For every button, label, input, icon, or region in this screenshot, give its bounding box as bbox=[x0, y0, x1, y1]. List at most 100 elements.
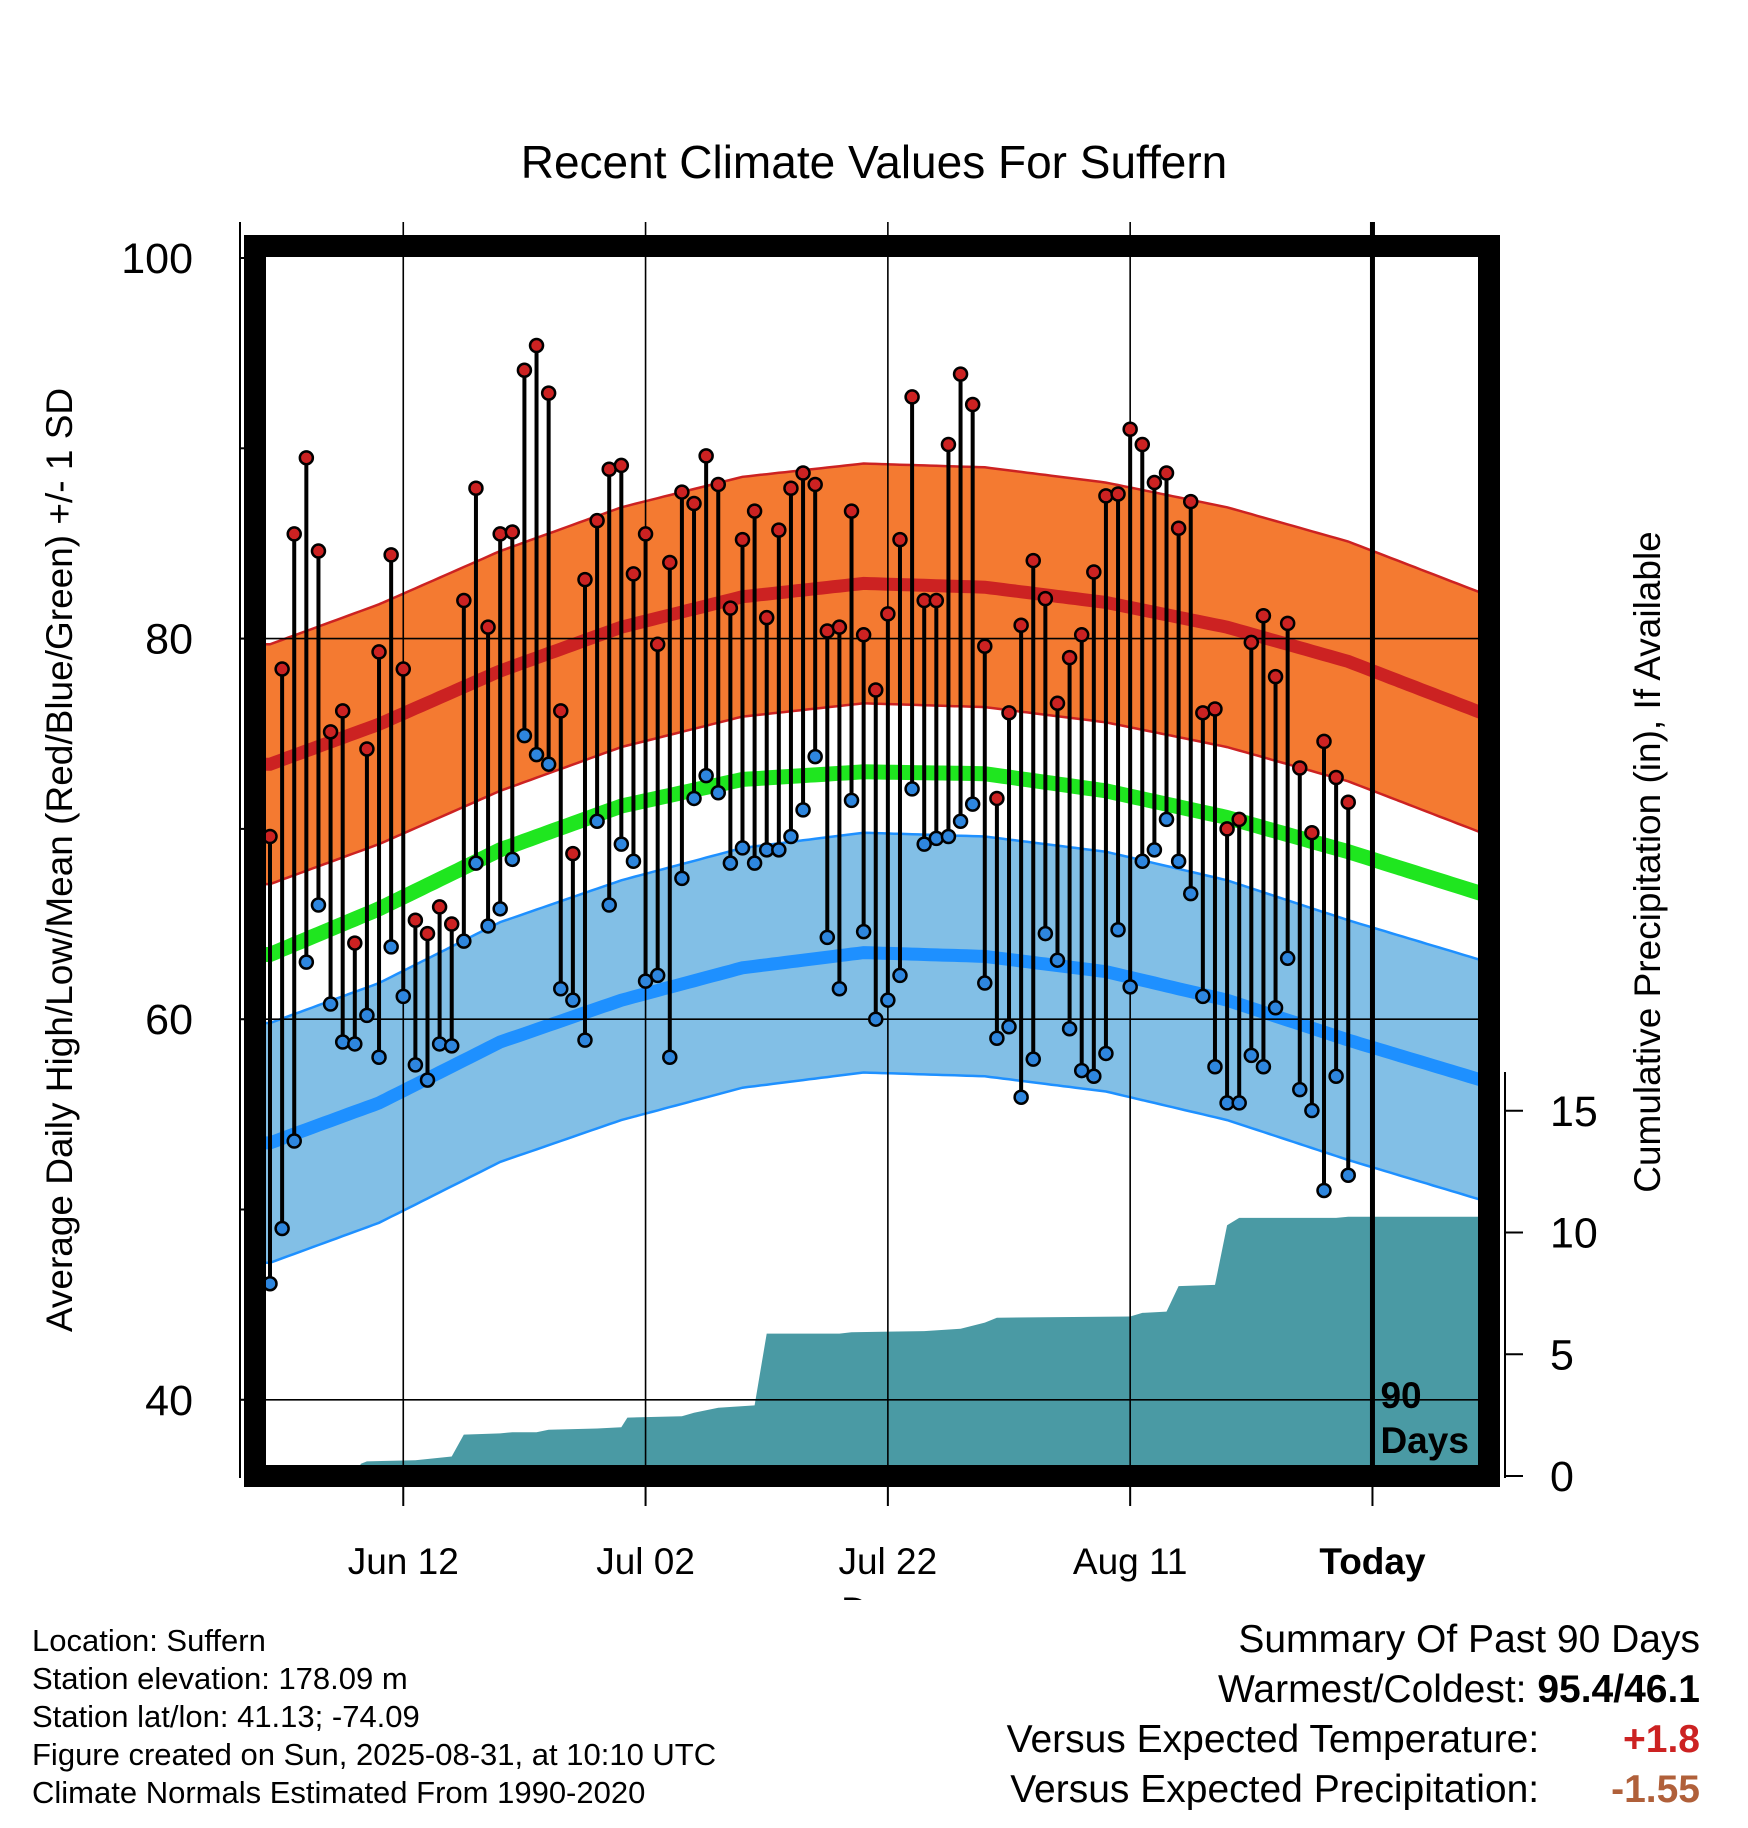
daily-low-point bbox=[989, 1030, 1005, 1046]
daily-high-point bbox=[407, 912, 424, 928]
right-axis-tick-label: 15 bbox=[1550, 1088, 1598, 1136]
daily-low-point bbox=[1158, 811, 1175, 828]
plot-border bbox=[244, 235, 1500, 1487]
precip-anomaly-value: -1.55 bbox=[1611, 1768, 1700, 1811]
daily-low-point bbox=[334, 1034, 351, 1050]
daily-low-point bbox=[916, 836, 932, 852]
daily-high-point bbox=[758, 609, 775, 626]
daily-low-point bbox=[516, 727, 533, 744]
daily-low-point bbox=[1110, 922, 1126, 938]
daily-high-point bbox=[1001, 705, 1017, 721]
daily-high-point bbox=[456, 592, 472, 609]
daily-low-point bbox=[795, 802, 811, 818]
daily-low-point bbox=[528, 746, 545, 763]
daily-high-point bbox=[1243, 634, 1260, 651]
right-axis-tick-label: 10 bbox=[1550, 1210, 1598, 1258]
daily-high-point bbox=[807, 476, 823, 493]
daily-low-point bbox=[577, 1032, 593, 1048]
summary-temp-row: Versus Expected Temperature: +1.8 bbox=[1007, 1715, 1700, 1765]
daily-high-point bbox=[662, 554, 678, 571]
daily-high-point bbox=[1219, 821, 1235, 837]
daily-low-point bbox=[1061, 1020, 1078, 1037]
daily-low-point bbox=[746, 855, 763, 871]
summary-heading: Summary Of Past 90 Days bbox=[1238, 1618, 1700, 1661]
daily-low-point bbox=[456, 933, 472, 949]
daily-low-point bbox=[649, 967, 666, 984]
left-axis-tick-label: 60 bbox=[145, 996, 193, 1044]
daily-high-point bbox=[1170, 520, 1187, 536]
daily-low-point bbox=[1025, 1051, 1041, 1067]
x-axis-tick-label: Jul 22 bbox=[838, 1541, 937, 1582]
daily-high-point bbox=[795, 465, 811, 481]
x-axis-tick-label: Aug 11 bbox=[1073, 1541, 1188, 1582]
daily-low-point bbox=[940, 828, 957, 845]
precipitation-area bbox=[263, 1216, 1487, 1476]
daily-low-point bbox=[698, 767, 714, 784]
daily-high-point bbox=[1098, 488, 1114, 504]
daily-high-point bbox=[1122, 421, 1138, 438]
daily-low-point bbox=[868, 1011, 884, 1027]
daily-high-point bbox=[880, 606, 896, 622]
daily-low-point bbox=[964, 796, 981, 812]
daily-high-point bbox=[347, 935, 363, 951]
daily-high-point bbox=[843, 503, 860, 519]
daily-low-point bbox=[1328, 1068, 1344, 1085]
daily-low-point bbox=[1134, 853, 1151, 870]
daily-high-point bbox=[310, 543, 327, 559]
daily-high-point bbox=[1182, 493, 1199, 510]
daily-high-point bbox=[480, 619, 496, 635]
daily-low-point bbox=[1037, 925, 1054, 942]
daily-low-point bbox=[686, 790, 702, 807]
daily-high-point bbox=[1231, 811, 1247, 828]
today-marker-days-number: 90 bbox=[1380, 1375, 1421, 1416]
daily-low-point bbox=[952, 813, 969, 830]
today-marker-days-label: Days bbox=[1380, 1420, 1468, 1461]
normals-note-text: Climate Normals Estimated From 1990-2020 bbox=[32, 1775, 646, 1810]
right-axis-tick-label: 5 bbox=[1550, 1331, 1574, 1379]
daily-low-point bbox=[1146, 842, 1163, 858]
daily-low-point bbox=[1170, 853, 1187, 870]
daily-low-point bbox=[1243, 1047, 1260, 1064]
daily-high-point bbox=[1340, 794, 1356, 811]
daily-high-point bbox=[952, 366, 969, 382]
daily-low-point bbox=[492, 901, 508, 917]
daily-high-point bbox=[322, 724, 339, 740]
climate-chart: Recent Climate Values For Suffern 90Days… bbox=[39, 136, 1668, 1600]
daily-low-point bbox=[819, 929, 836, 946]
summary-panel: Summary Of Past 90 Days Warmest/Coldest:… bbox=[1007, 1615, 1700, 1815]
created-text: Figure created on Sun, 2025-08-31, at 10… bbox=[32, 1737, 717, 1772]
latlon-text: Station lat/lon: 41.13; -74.09 bbox=[32, 1699, 420, 1734]
precip-anomaly-label: Versus Expected Precipitation: bbox=[1010, 1768, 1540, 1811]
daily-low-point bbox=[601, 897, 617, 913]
daily-low-point bbox=[1292, 1081, 1308, 1098]
daily-low-point bbox=[383, 939, 399, 955]
daily-points bbox=[262, 337, 1356, 1292]
daily-low-point bbox=[734, 840, 751, 856]
daily-high-point bbox=[868, 682, 884, 698]
daily-high-point bbox=[286, 526, 302, 542]
daily-high-point bbox=[1025, 552, 1041, 569]
x-axis-tick-label: Jul 02 bbox=[596, 1541, 695, 1582]
daily-high-point bbox=[1316, 733, 1332, 750]
daily-high-point bbox=[1255, 608, 1272, 624]
daily-high-point bbox=[613, 457, 630, 474]
daily-high-point bbox=[746, 503, 763, 519]
daily-low-point bbox=[1207, 1059, 1223, 1075]
chart-title: Recent Climate Values For Suffern bbox=[521, 136, 1228, 188]
daily-low-point bbox=[504, 851, 521, 868]
daily-low-point bbox=[1340, 1167, 1356, 1183]
daily-high-point bbox=[625, 566, 642, 582]
daily-low-point bbox=[1255, 1059, 1272, 1075]
location-text: Location: Suffern bbox=[32, 1623, 266, 1658]
daily-high-point bbox=[1267, 668, 1284, 685]
daily-low-point bbox=[419, 1072, 436, 1088]
daily-high-point bbox=[371, 644, 387, 660]
daily-low-point bbox=[1267, 1000, 1284, 1016]
y-axis-label-left: Average Daily High/Low/Mean (Red/Blue/Gr… bbox=[39, 388, 80, 1332]
daily-low-point bbox=[443, 1038, 460, 1054]
daily-high-point bbox=[964, 396, 981, 413]
daily-high-point bbox=[540, 385, 557, 401]
daily-low-point bbox=[637, 973, 654, 989]
daily-low-point bbox=[565, 992, 581, 1008]
daily-low-point bbox=[904, 781, 920, 797]
